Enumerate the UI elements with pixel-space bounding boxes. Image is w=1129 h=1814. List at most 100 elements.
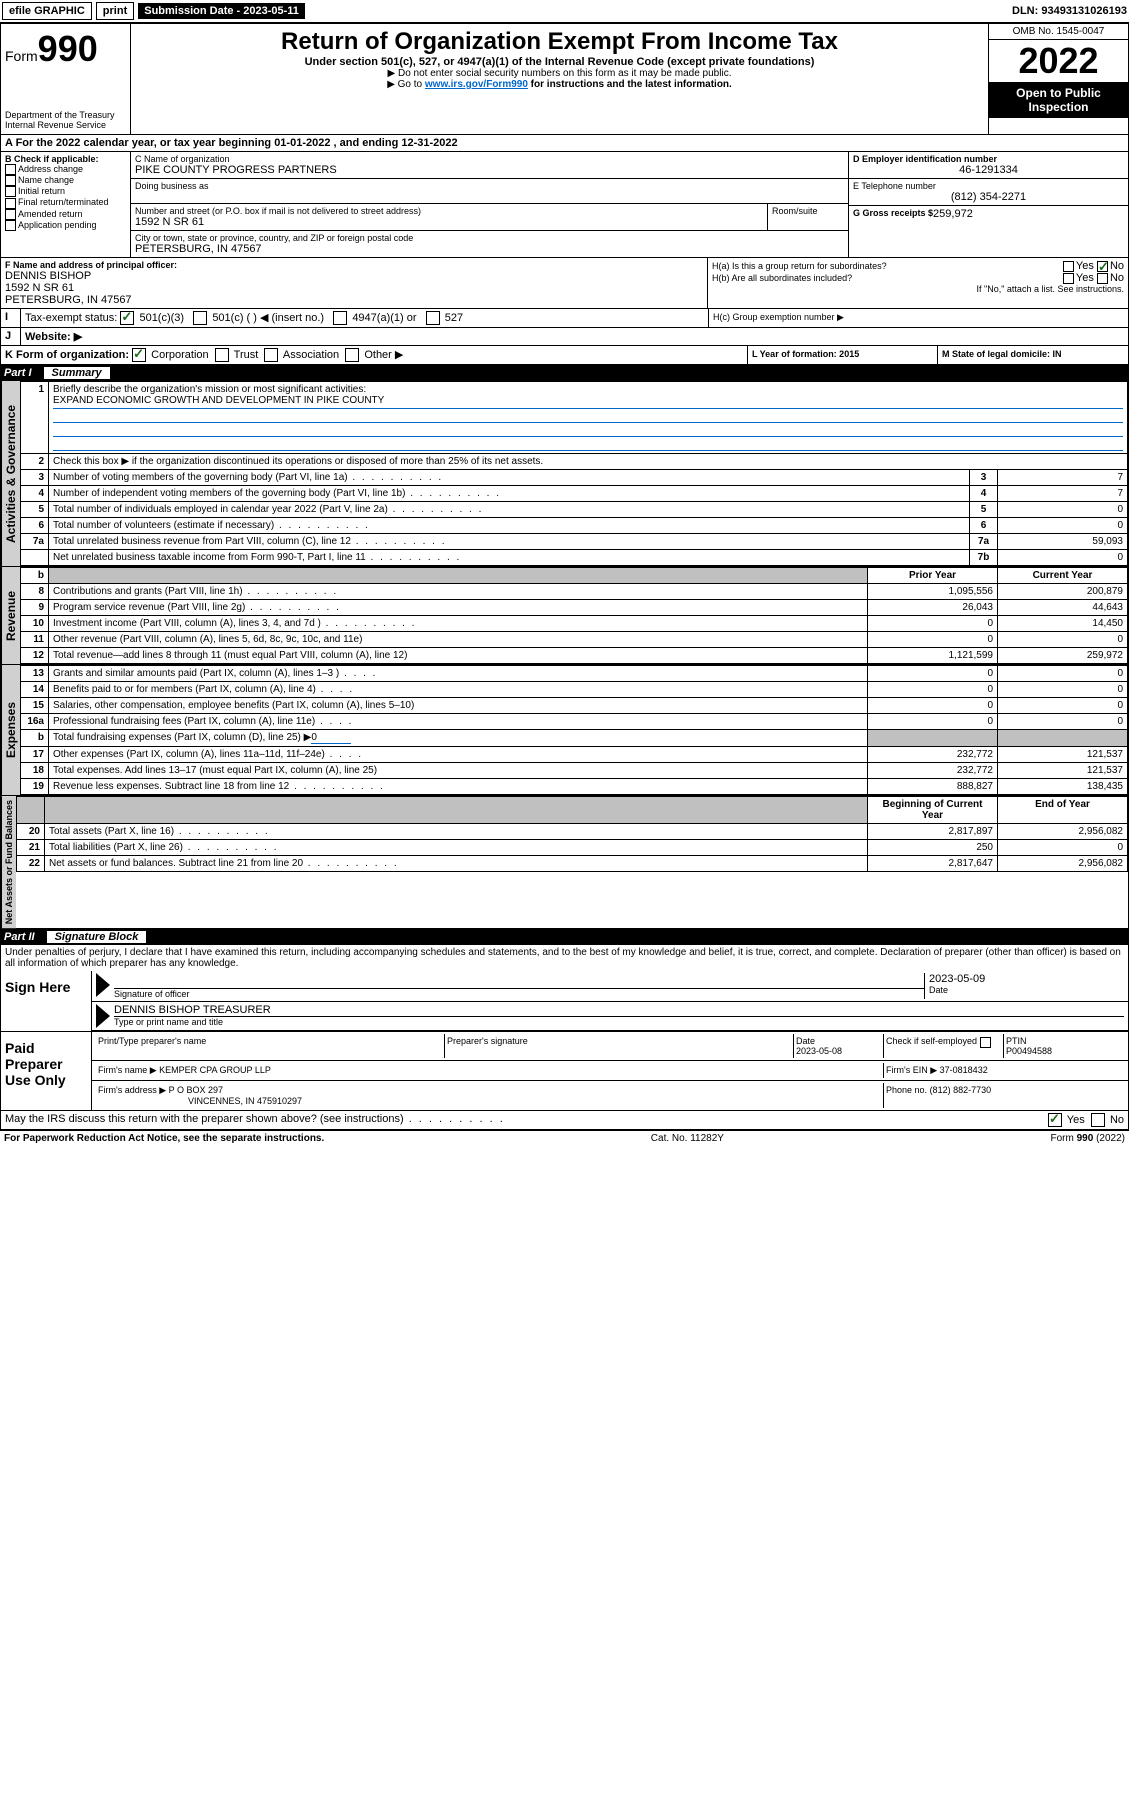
hdr-prior: Prior Year bbox=[868, 568, 998, 584]
check-final[interactable] bbox=[5, 198, 16, 209]
entity-info-block: B Check if applicable: Address change Na… bbox=[0, 152, 1129, 258]
irs-label: Internal Revenue Service bbox=[5, 120, 126, 130]
row-prior: 1,095,556 bbox=[868, 584, 998, 600]
dln: DLN: 93493131026193 bbox=[1012, 5, 1127, 17]
discuss-yes[interactable] bbox=[1048, 1113, 1062, 1127]
row-val: 0 bbox=[998, 502, 1128, 518]
row-val: 59,093 bbox=[998, 534, 1128, 550]
discuss-row: May the IRS discuss this return with the… bbox=[0, 1111, 1129, 1130]
check-initial[interactable] bbox=[5, 186, 16, 197]
form-number: Form990 bbox=[5, 28, 126, 70]
row-desc: Net assets or fund balances. Subtract li… bbox=[45, 856, 868, 872]
row-prior: 888,827 bbox=[868, 779, 998, 795]
table-row: 22Net assets or fund balances. Subtract … bbox=[17, 856, 1128, 872]
row-desc: Other revenue (Part VIII, column (A), li… bbox=[49, 632, 868, 648]
hdr-b: b bbox=[21, 568, 49, 584]
table-row: 21Total liabilities (Part X, line 26)250… bbox=[17, 840, 1128, 856]
table-row: 9Program service revenue (Part VIII, lin… bbox=[21, 600, 1128, 616]
ha-yes[interactable] bbox=[1063, 261, 1074, 272]
row-desc: Number of independent voting members of … bbox=[49, 486, 970, 502]
check-4947[interactable] bbox=[333, 311, 347, 325]
vert-activities: Activities & Governance bbox=[1, 381, 20, 566]
row-prior: 0 bbox=[868, 632, 998, 648]
footer-right: Form 990 (2022) bbox=[1051, 1133, 1125, 1144]
ha-no[interactable] bbox=[1097, 261, 1108, 272]
row-desc: Contributions and grants (Part VIII, lin… bbox=[49, 584, 868, 600]
topbar: efile GRAPHIC print Submission Date - 20… bbox=[0, 0, 1129, 23]
row-prior: 2,817,897 bbox=[868, 824, 998, 840]
row-current: 2,956,082 bbox=[998, 824, 1128, 840]
check-501c[interactable] bbox=[193, 311, 207, 325]
opt-501c: 501(c) ( ) ◀ (insert no.) bbox=[212, 312, 324, 324]
check-name-change[interactable] bbox=[5, 175, 16, 186]
year-formation: L Year of formation: 2015 bbox=[752, 349, 859, 359]
table-row: bTotal fundraising expenses (Part IX, co… bbox=[21, 730, 1128, 747]
part1-label: Part I bbox=[4, 367, 32, 379]
hb-yes[interactable] bbox=[1063, 273, 1074, 284]
table-row: 17Other expenses (Part IX, column (A), l… bbox=[21, 747, 1128, 763]
row-current: 259,972 bbox=[998, 648, 1128, 664]
opt-501c3: 501(c)(3) bbox=[139, 312, 184, 324]
row-prior: 0 bbox=[868, 714, 998, 730]
check-527[interactable] bbox=[426, 311, 440, 325]
paid-preparer-section: Paid Preparer Use Only Print/Type prepar… bbox=[0, 1032, 1129, 1111]
type-name-label: Type or print name and title bbox=[114, 1017, 1124, 1027]
table-row: 18Total expenses. Add lines 13–17 (must … bbox=[21, 763, 1128, 779]
officer-label: F Name and address of principal officer: bbox=[5, 260, 703, 270]
mission-text: EXPAND ECONOMIC GROWTH AND DEVELOPMENT I… bbox=[53, 395, 384, 406]
table-row: 8Contributions and grants (Part VIII, li… bbox=[21, 584, 1128, 600]
discuss-no[interactable] bbox=[1091, 1113, 1105, 1127]
opt-address: Address change bbox=[18, 164, 83, 174]
check-other[interactable] bbox=[345, 348, 359, 362]
check-address-change[interactable] bbox=[5, 164, 16, 175]
part2-title: Signature Block bbox=[47, 931, 147, 943]
row-val: 0 bbox=[998, 550, 1128, 566]
check-501c3[interactable] bbox=[120, 311, 134, 325]
footer-form-pre: Form bbox=[1051, 1133, 1077, 1144]
irs-link[interactable]: www.irs.gov/Form990 bbox=[425, 79, 528, 90]
check-assoc[interactable] bbox=[264, 348, 278, 362]
row-prior: 0 bbox=[868, 666, 998, 682]
footer-left: For Paperwork Reduction Act Notice, see … bbox=[4, 1133, 324, 1144]
q2-row: Check this box ▶ if the organization dis… bbox=[49, 454, 1128, 470]
hb-row: H(b) Are all subordinates included? Yes … bbox=[712, 272, 1124, 284]
row-prior: 0 bbox=[868, 698, 998, 714]
phone-value: (812) 354-2271 bbox=[853, 191, 1124, 203]
check-trust[interactable] bbox=[215, 348, 229, 362]
paid-preparer-label: Paid Preparer Use Only bbox=[1, 1032, 91, 1110]
table-row: 16aProfessional fundraising fees (Part I… bbox=[21, 714, 1128, 730]
block-c: C Name of organization PIKE COUNTY PROGR… bbox=[131, 152, 848, 257]
vert-net: Net Assets or Fund Balances bbox=[1, 796, 16, 928]
revenue-table: bPrior YearCurrent Year 8Contributions a… bbox=[20, 567, 1128, 664]
form-prefix: Form bbox=[5, 48, 38, 64]
efile-badge: efile GRAPHIC bbox=[2, 2, 92, 20]
row-desc: Total revenue—add lines 8 through 11 (mu… bbox=[49, 648, 868, 664]
part1-title: Summary bbox=[44, 367, 110, 379]
prep-name-label: Print/Type preparer's name bbox=[98, 1036, 206, 1046]
arrow-icon bbox=[96, 973, 110, 997]
ha-label: H(a) Is this a group return for subordin… bbox=[712, 261, 887, 271]
row-desc: Total assets (Part X, line 16) bbox=[45, 824, 868, 840]
gross-value: 259,972 bbox=[933, 208, 973, 220]
table-row: 3Number of voting members of the governi… bbox=[21, 470, 1128, 486]
org-city: PETERSBURG, IN 47567 bbox=[135, 243, 844, 255]
check-amended[interactable] bbox=[5, 209, 16, 220]
print-button[interactable]: print bbox=[96, 2, 134, 20]
check-corp[interactable] bbox=[132, 348, 146, 362]
row-prior: 26,043 bbox=[868, 600, 998, 616]
k-label: K Form of organization: bbox=[5, 349, 129, 361]
check-pending[interactable] bbox=[5, 220, 16, 231]
table-row: 12Total revenue—add lines 8 through 11 (… bbox=[21, 648, 1128, 664]
ein-label: D Employer identification number bbox=[853, 154, 1124, 164]
row-prior: 2,817,647 bbox=[868, 856, 998, 872]
room-label: Room/suite bbox=[772, 206, 844, 216]
ein-value: 46-1291334 bbox=[853, 164, 1124, 176]
tax-status-row: I Tax-exempt status: 501(c)(3) 501(c) ( … bbox=[0, 309, 1129, 328]
website-label: Website: ▶ bbox=[25, 331, 82, 343]
check-self-emp[interactable] bbox=[980, 1037, 991, 1048]
table-row: 13Grants and similar amounts paid (Part … bbox=[21, 666, 1128, 682]
instr-post: for instructions and the latest informat… bbox=[528, 79, 732, 90]
table-row: 4Number of independent voting members of… bbox=[21, 486, 1128, 502]
hb-no[interactable] bbox=[1097, 273, 1108, 284]
officer-addr2: PETERSBURG, IN 47567 bbox=[5, 294, 703, 306]
